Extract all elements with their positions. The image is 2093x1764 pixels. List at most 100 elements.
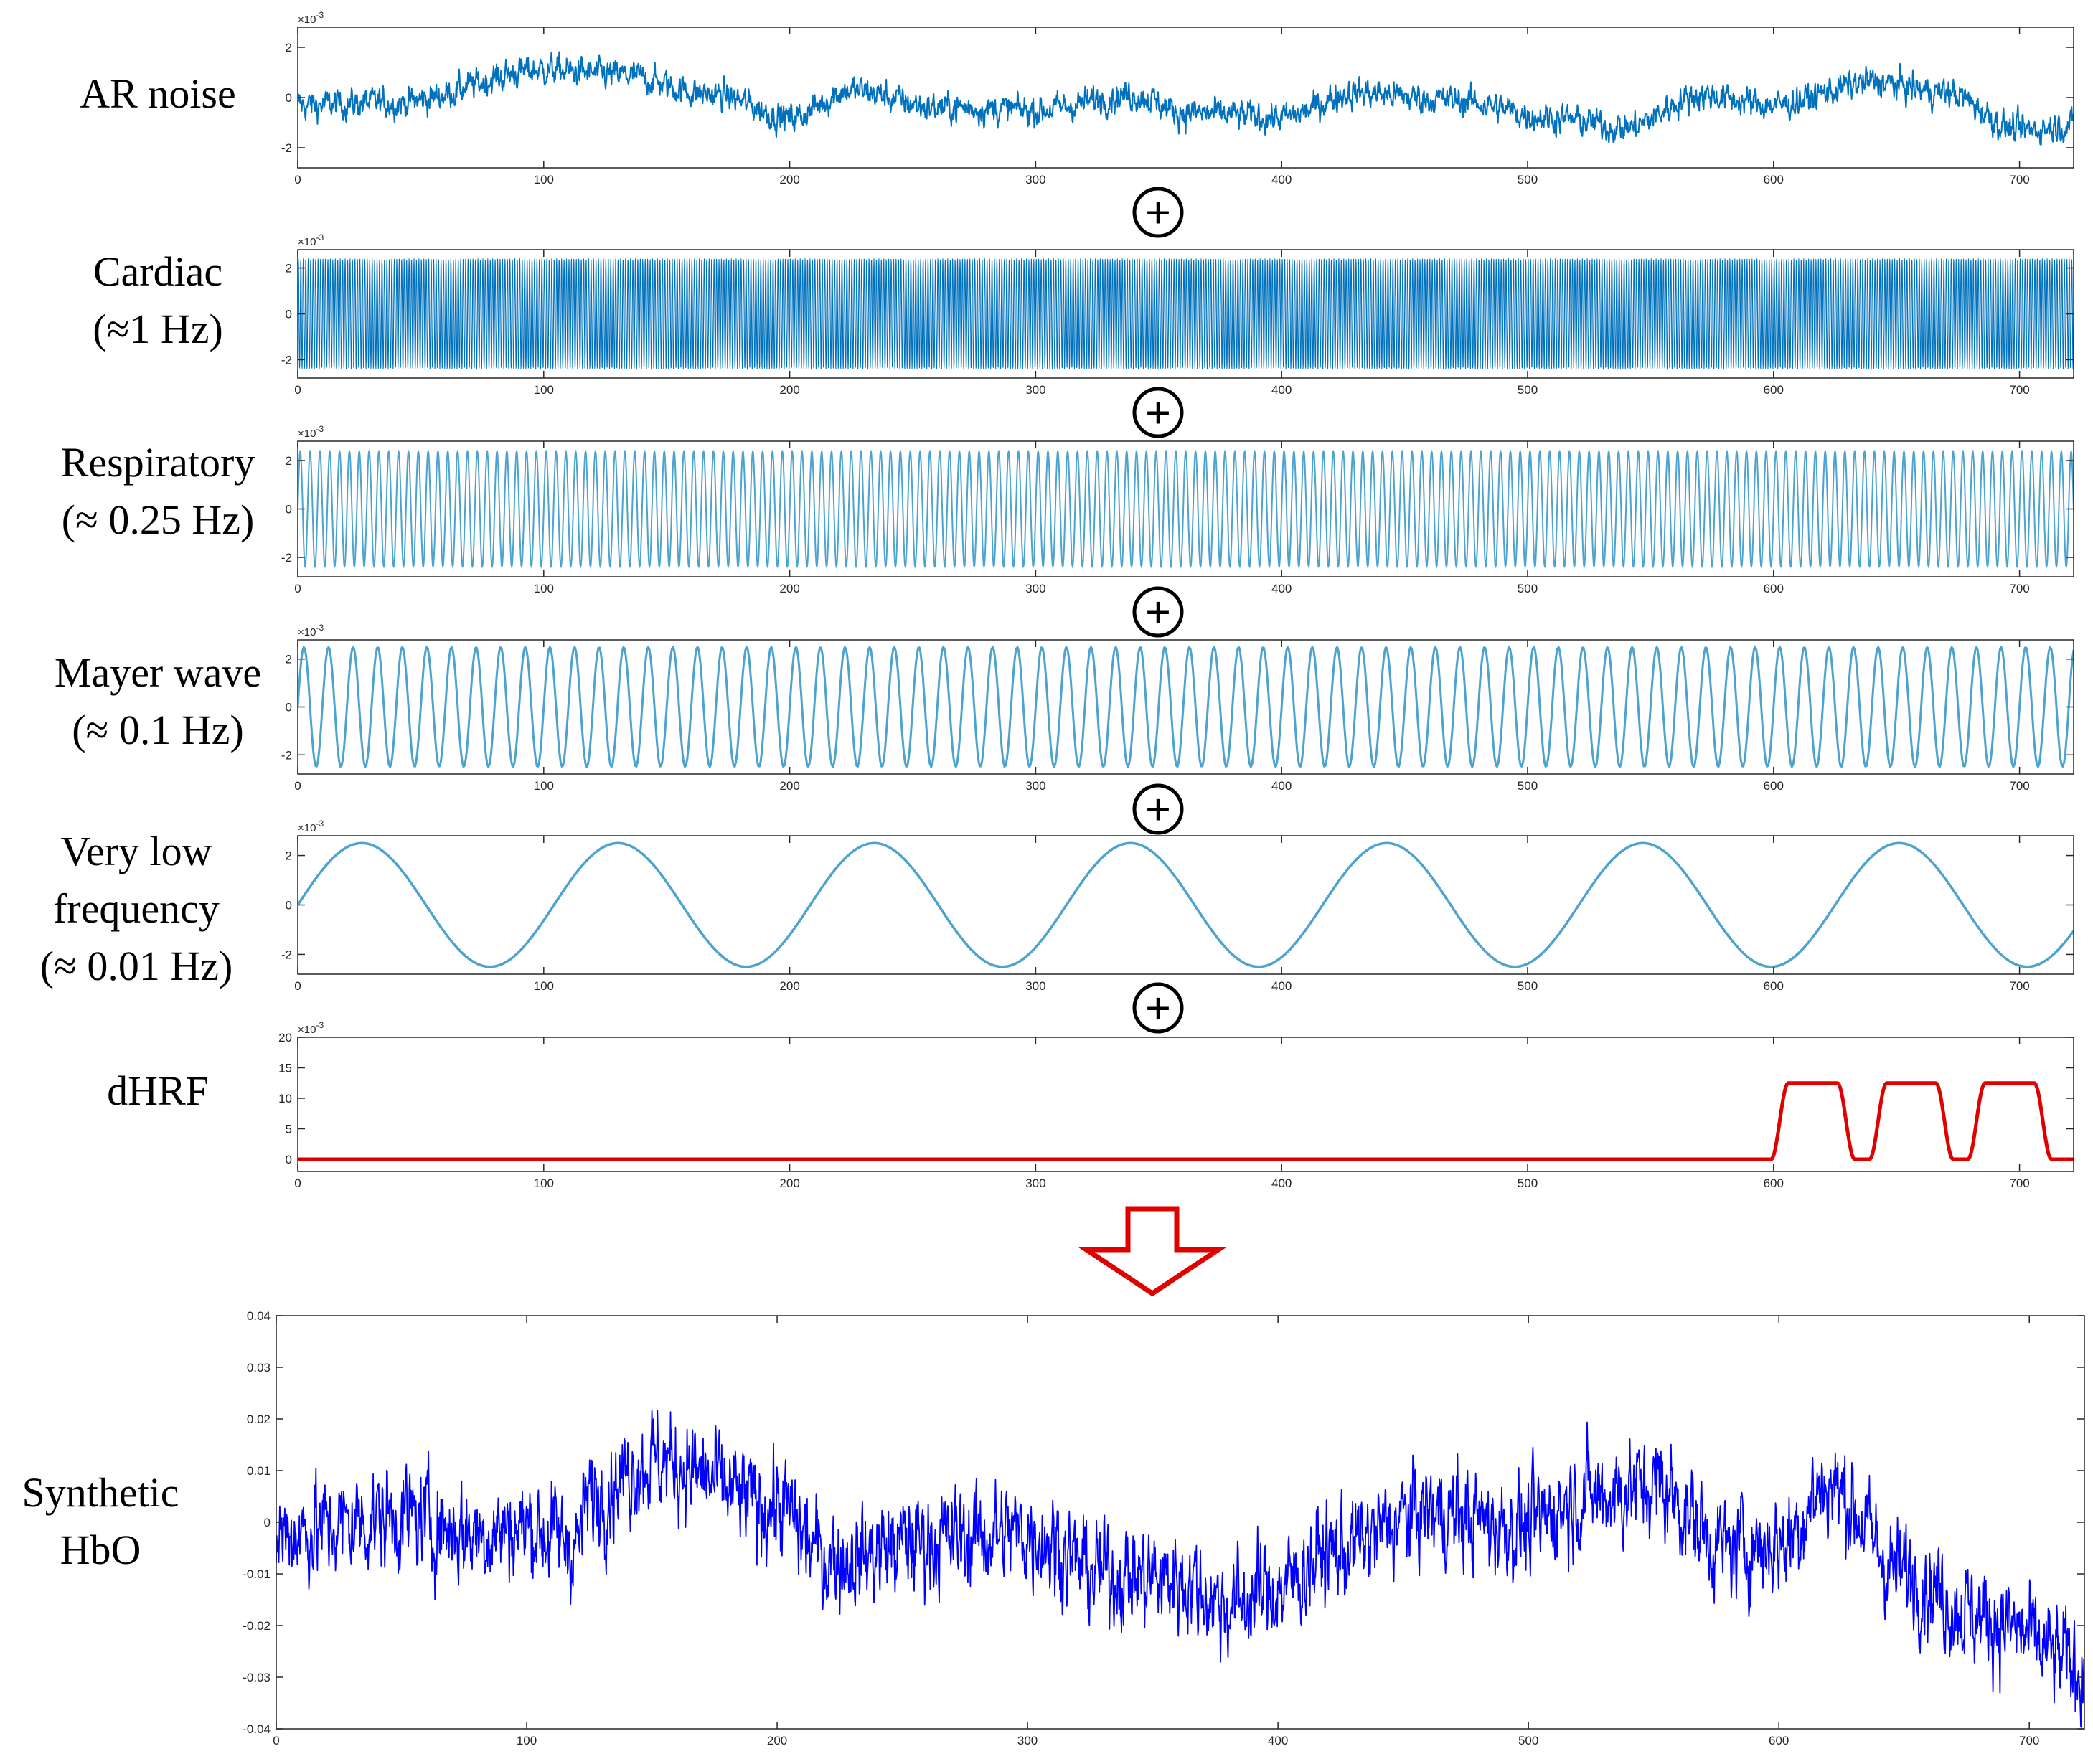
x-tick-label: 300 — [1025, 383, 1045, 397]
y-tick-label: 0 — [286, 1153, 292, 1166]
row-label: dHRF — [107, 1067, 209, 1114]
x-tick-label: 700 — [2009, 1176, 2029, 1190]
y-tick-label: 15 — [278, 1062, 292, 1075]
y-tick-label: -2 — [281, 353, 292, 367]
x-tick-label: 400 — [1271, 779, 1292, 793]
x-tick-label: 600 — [1764, 979, 1784, 993]
x-tick-label: 500 — [1518, 1176, 1538, 1190]
x-tick-label: 500 — [1518, 979, 1538, 993]
x-tick-label: 400 — [1271, 582, 1292, 595]
panel-very-low-frequency: 0 100 200 300 400 500 600 700 2 0 -2 ×10-3 Very low f… — [40, 819, 2074, 993]
x-tick-label: 700 — [2009, 173, 2029, 187]
x-tick-label: 0 — [294, 383, 301, 397]
svg-text:+: + — [1145, 784, 1171, 835]
x-tick-label: 0 — [294, 979, 301, 993]
plus-circle-icon: + — [1132, 783, 1184, 835]
series-line — [276, 1410, 2084, 1728]
panel-ar-noise: 0 100 200 300 400 500 600 700 2 0 -2 ×10-3 AR noise — [80, 10, 2074, 187]
x-tick-label: 700 — [2009, 779, 2029, 793]
y-tick-label: -0.01 — [243, 1567, 271, 1581]
x-tick-label: 500 — [1518, 383, 1538, 397]
x-tick-label: 200 — [779, 979, 799, 993]
y-exponent-label: ×10-3 — [298, 1020, 324, 1036]
series-line — [298, 646, 2074, 768]
y-tick-label: -2 — [281, 748, 292, 762]
axes-box — [297, 835, 2074, 975]
x-tick-label: 300 — [1025, 979, 1045, 993]
y-tick-label: 2 — [286, 849, 292, 863]
svg-text:+: + — [1145, 587, 1171, 638]
x-tick-label: 700 — [2009, 582, 2029, 595]
axes-box — [297, 440, 2074, 577]
row-label: Mayer wave (≈ 0.1 Hz) — [55, 649, 261, 753]
y-tick-label: 20 — [278, 1031, 292, 1044]
x-tick-label: 0 — [294, 582, 301, 595]
row-label: AR noise — [80, 70, 236, 117]
plus-circle-icon: + — [1132, 387, 1184, 438]
x-tick-label: 200 — [779, 1176, 799, 1190]
y-tick-label: -2 — [281, 141, 292, 155]
y-tick-label: 0.02 — [247, 1412, 271, 1426]
row-label: Synthetic HbO — [22, 1469, 179, 1573]
x-tick-label: 100 — [534, 582, 554, 595]
plus-circle-icon: + — [1132, 187, 1184, 238]
x-tick-label: 300 — [1025, 173, 1045, 187]
svg-text:+: + — [1145, 387, 1171, 438]
y-tick-label: 2 — [286, 454, 292, 468]
y-tick-label: 0 — [286, 503, 292, 517]
x-tick-label: 700 — [2019, 1734, 2039, 1748]
x-tick-label: 200 — [779, 582, 799, 595]
y-tick-label: 0.04 — [247, 1309, 271, 1323]
series-line — [298, 841, 2074, 968]
x-tick-label: 400 — [1271, 979, 1292, 993]
series-line — [298, 450, 2074, 568]
x-tick-label: 500 — [1518, 1734, 1538, 1748]
y-exponent-label: ×10-3 — [298, 10, 324, 26]
x-tick-label: 700 — [2009, 979, 2029, 993]
x-tick-label: 100 — [534, 779, 554, 793]
x-tick-label: 600 — [1764, 173, 1784, 187]
x-tick-label: 500 — [1518, 173, 1538, 187]
x-tick-label: 200 — [767, 1734, 787, 1748]
row-label: Very low frequency (≈ 0.01 Hz) — [40, 828, 233, 989]
y-tick-label: 0.03 — [247, 1361, 271, 1374]
y-tick-label: 0 — [286, 701, 292, 714]
y-exponent-label: ×10-3 — [298, 623, 324, 638]
y-tick-label: -2 — [281, 551, 292, 565]
panel-dhrf: 0 100 200 300 400 500 600 700 20 15 10 5 0 ×10-3 dHRF — [107, 1020, 2074, 1190]
result-arrow — [1078, 1206, 1227, 1297]
plus-circle-icon: + — [1132, 982, 1184, 1034]
x-tick-label: 600 — [1769, 1734, 1789, 1748]
x-tick-label: 400 — [1268, 1734, 1288, 1748]
y-tick-label: -2 — [281, 948, 292, 961]
x-tick-label: 400 — [1271, 383, 1292, 397]
panel-mayer: 0 100 200 300 400 500 600 700 2 0 -2 ×10-3 Mayer wav… — [55, 623, 2074, 793]
y-exponent-label: ×10-3 — [298, 232, 324, 248]
y-tick-label: 0 — [286, 308, 292, 321]
row-label: Respiratory (≈ 0.25 Hz) — [61, 439, 255, 543]
y-tick-label: 10 — [278, 1092, 292, 1105]
x-tick-label: 100 — [534, 173, 554, 187]
plus-signs-layer: + + + + + — [1132, 187, 1184, 1034]
y-tick-label: 0 — [286, 899, 292, 912]
x-tick-label: 0 — [273, 1734, 279, 1748]
down-arrow-icon — [1078, 1206, 1227, 1297]
x-tick-label: 0 — [294, 173, 301, 187]
y-tick-label: -0.04 — [243, 1722, 271, 1736]
x-tick-label: 400 — [1271, 1176, 1292, 1190]
series-line — [298, 258, 2074, 369]
y-tick-label: 0.01 — [247, 1464, 271, 1478]
svg-text:+: + — [1145, 187, 1171, 238]
y-tick-label: 2 — [286, 41, 292, 55]
series-line — [298, 1081, 2074, 1161]
y-tick-label: 2 — [286, 653, 292, 666]
x-tick-label: 700 — [2009, 383, 2029, 397]
x-tick-label: 600 — [1764, 383, 1784, 397]
x-tick-label: 300 — [1025, 1176, 1045, 1190]
x-tick-label: 300 — [1017, 1734, 1038, 1748]
x-tick-label: 300 — [1025, 582, 1045, 595]
x-tick-label: 600 — [1764, 1176, 1784, 1190]
x-tick-label: 500 — [1518, 779, 1538, 793]
